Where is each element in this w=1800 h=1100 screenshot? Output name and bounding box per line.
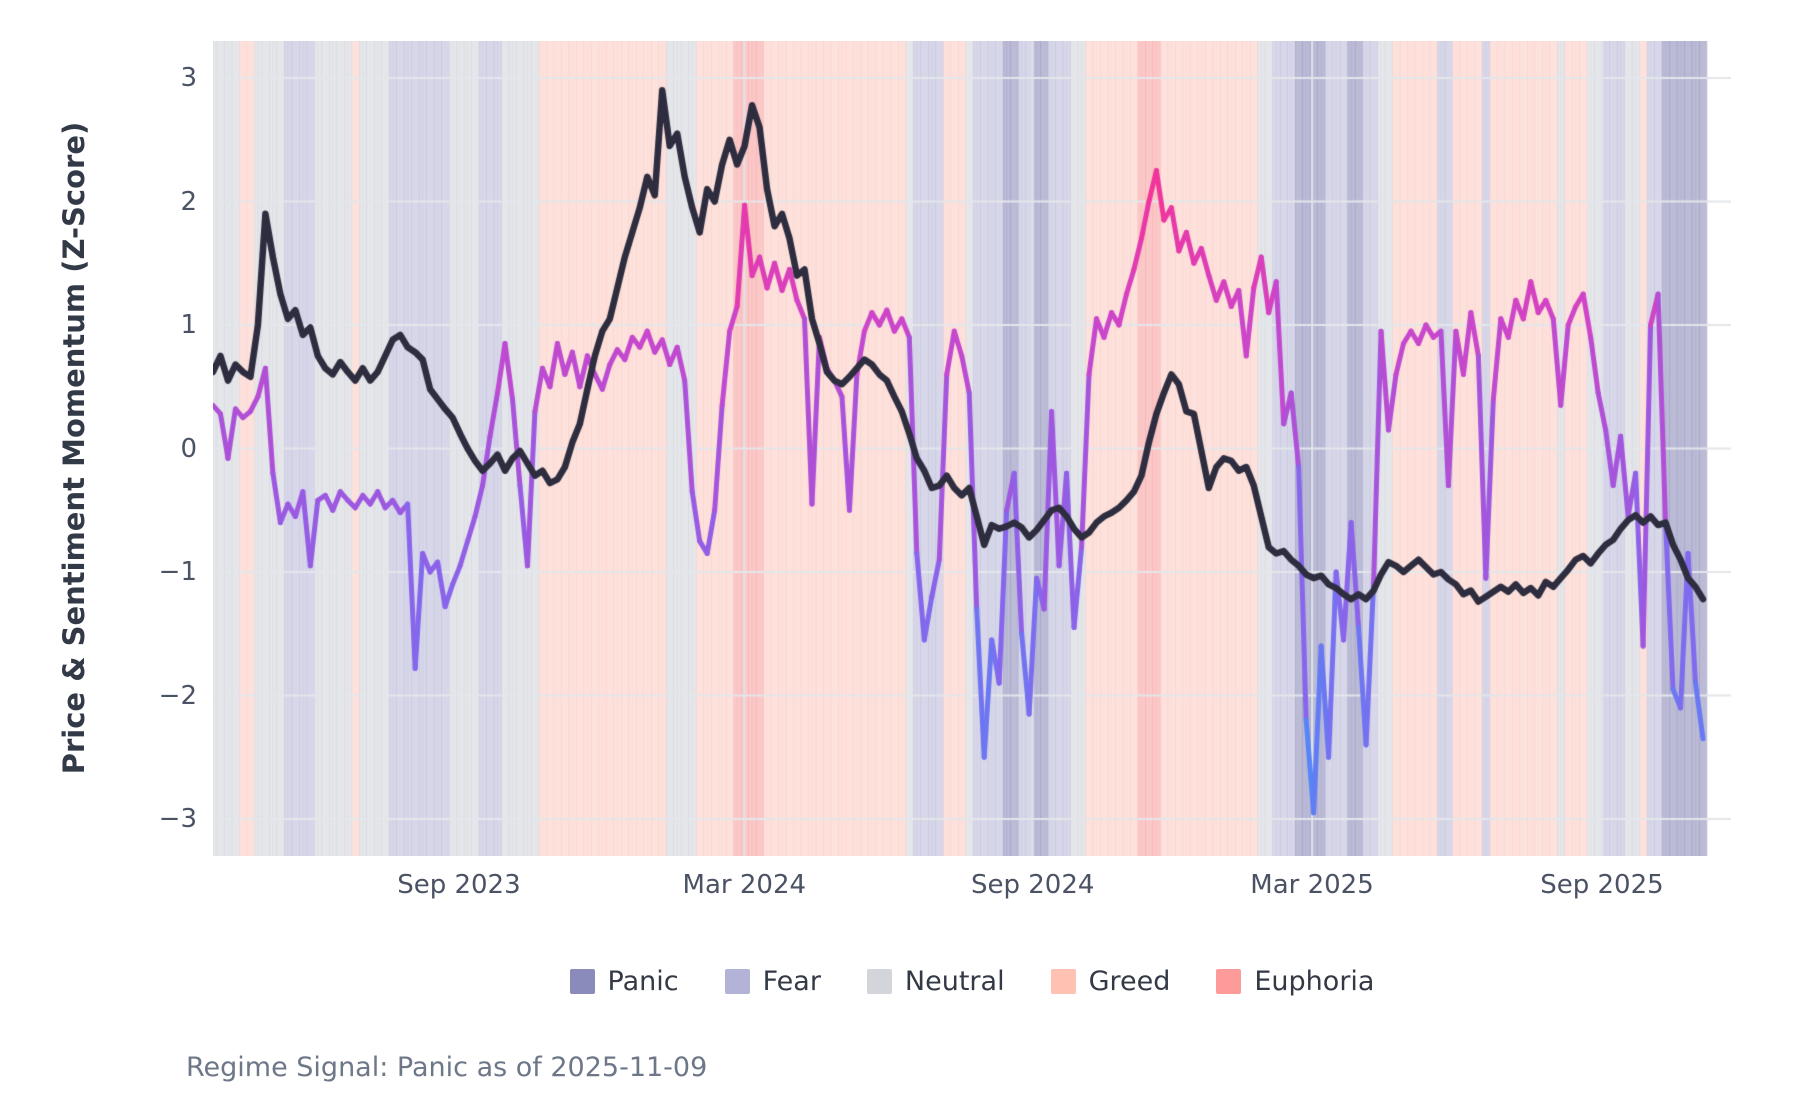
legend-item-neutral[interactable]: Neutral — [866, 966, 1005, 997]
x-tick-label: Sep 2025 — [1540, 870, 1664, 900]
legend-item-panic[interactable]: Panic — [569, 966, 679, 997]
legend-label: Panic — [607, 966, 679, 997]
plot-area[interactable] — [213, 41, 1731, 856]
legend-label: Euphoria — [1254, 966, 1375, 997]
legend-item-greed[interactable]: Greed — [1050, 966, 1171, 997]
y-axis-title: Price & Sentiment Momentum (Z-Score) — [57, 121, 91, 775]
y-tick-label: −3 — [158, 804, 197, 834]
legend-label: Neutral — [904, 966, 1005, 997]
x-tick-label: Mar 2024 — [682, 870, 807, 900]
legend-swatch-icon — [724, 969, 750, 994]
regime-annotation: Regime Signal: Panic as of 2025-11-09 — [186, 1052, 708, 1083]
x-tick-label: Sep 2023 — [397, 870, 521, 900]
x-tick-label: Sep 2024 — [971, 870, 1095, 900]
legend-label: Fear — [762, 966, 821, 997]
x-tick-label: Mar 2025 — [1250, 870, 1374, 900]
legend-item-fear[interactable]: Fear — [724, 966, 821, 997]
y-tick-label: 0 — [180, 433, 197, 464]
legend-swatch-icon — [866, 969, 892, 994]
y-tick-label: 1 — [180, 310, 197, 340]
legend-swatch-icon — [1050, 969, 1076, 994]
legend-item-euphoria[interactable]: Euphoria — [1216, 966, 1374, 997]
y-tick-label: 2 — [180, 186, 197, 217]
y-tick-label: −1 — [158, 557, 197, 587]
legend-label: Greed — [1088, 966, 1171, 997]
y-tick-label: 3 — [180, 63, 197, 93]
legend-swatch-icon — [569, 969, 595, 994]
y-tick-label: −2 — [158, 680, 197, 711]
legend-swatch-icon — [1216, 969, 1242, 994]
legend: Panic Fear Neutral Greed Euphoria — [213, 966, 1731, 997]
